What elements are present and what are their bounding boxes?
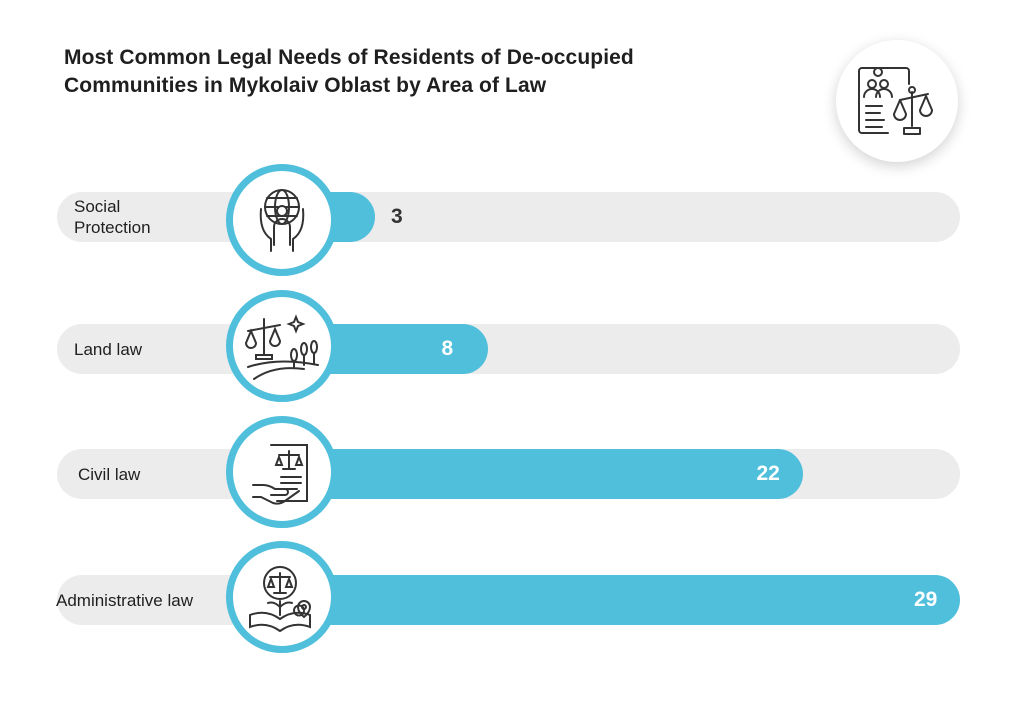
- hand-document-scales-icon: [226, 416, 338, 528]
- data-label: 29: [914, 588, 938, 611]
- bar-fill: [282, 575, 960, 625]
- category-label-line: Protection: [74, 218, 151, 237]
- scales-land-trees-icon: [226, 290, 338, 402]
- category-label-line: Social: [74, 197, 121, 216]
- bar-track: [57, 324, 960, 374]
- hands-globe-person-icon: [226, 164, 338, 276]
- category-label-line: Land law: [74, 339, 143, 359]
- bar-row-administrative-law: Administrative law 29: [0, 0, 1024, 653]
- scales-book-location-icon: [226, 541, 338, 653]
- bar-row-social-protection: Social Protection 3: [0, 0, 1024, 276]
- data-label: 3: [391, 205, 403, 228]
- data-label: 8: [441, 337, 454, 360]
- category-label: Land law: [74, 339, 142, 360]
- bar-track: [57, 192, 960, 242]
- category-label-line: Administrative law: [56, 590, 193, 610]
- bar-row-land-law: Land law 8: [0, 0, 1024, 402]
- category-label: Administrative law: [56, 590, 193, 611]
- data-label: 22: [756, 462, 780, 485]
- category-label-line: Civil law: [78, 464, 141, 484]
- bar-row-civil-law: Civil law 22: [0, 0, 1024, 528]
- chart-title: Most Common Legal Needs of Residents of …: [64, 44, 634, 100]
- title-line: Communities in Mykolaiv Oblast by Area o…: [64, 74, 547, 97]
- legal-document-scales-icon: [836, 40, 958, 162]
- title-line: Most Common Legal Needs of Residents of …: [64, 46, 634, 69]
- category-label: Social Protection: [74, 196, 151, 238]
- bar-fill: [282, 449, 803, 499]
- category-label: Civil law: [78, 464, 140, 485]
